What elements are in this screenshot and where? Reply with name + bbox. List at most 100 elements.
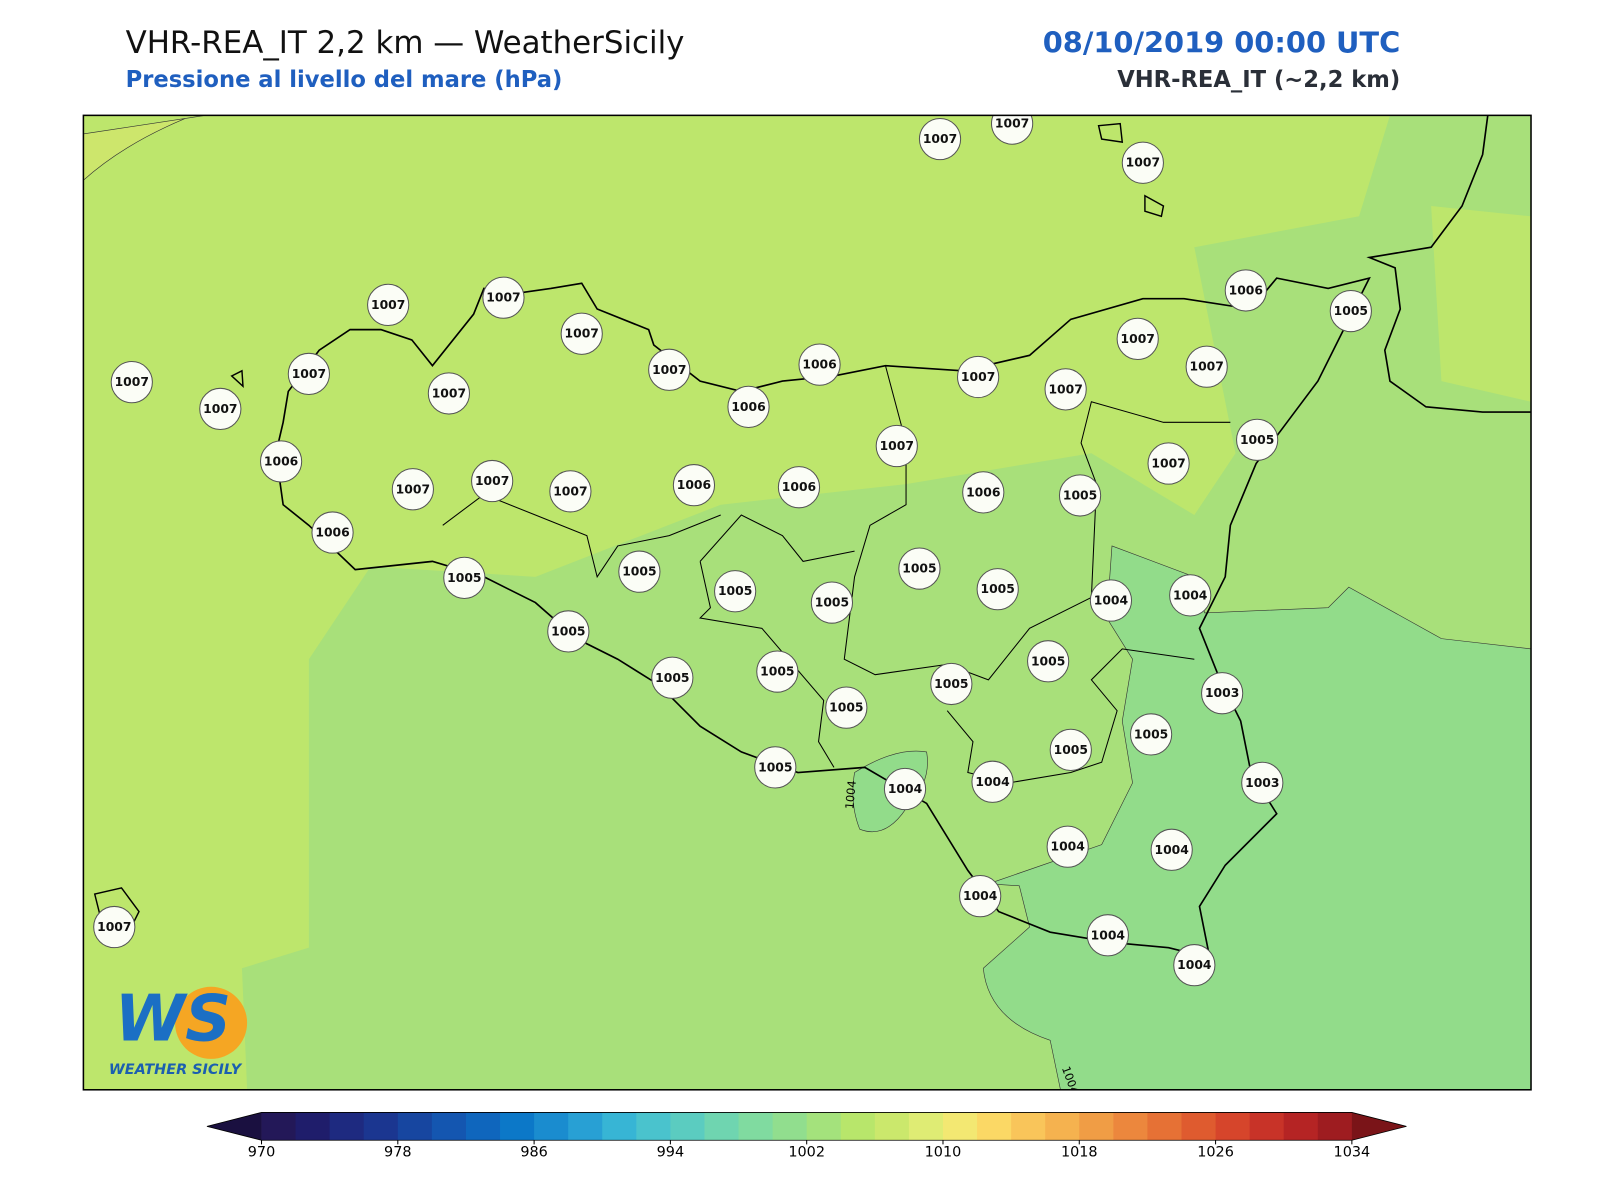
colorbar-extend: [1351, 1112, 1407, 1141]
logo-sun: [175, 986, 248, 1059]
colorbar-segment: [465, 1112, 501, 1141]
station-value: 1004: [1177, 958, 1212, 972]
station-marker: [1044, 368, 1087, 411]
station-marker: [1173, 944, 1216, 987]
station-marker: [810, 581, 854, 624]
colorbar-segment: [977, 1112, 1012, 1141]
station-marker: [1224, 269, 1267, 312]
station-value: 1005: [902, 562, 936, 576]
station-marker: [1121, 141, 1164, 184]
station-marker: [482, 276, 525, 319]
colorbar-segment: [1011, 1112, 1046, 1141]
island: [93, 122, 1165, 934]
colorbar-segment: [1147, 1112, 1183, 1141]
station-value: 1007: [115, 375, 149, 389]
station-marker: [287, 352, 330, 396]
logo-name: WEATHER SICILY: [109, 1062, 243, 1078]
station-marker: [259, 440, 303, 483]
station-marker: [1058, 474, 1102, 517]
colorbar-segment: [704, 1112, 740, 1141]
station-value: 1005: [758, 760, 792, 774]
logo-mark: WS: [115, 982, 231, 1056]
colorbar-tick-label: 978: [384, 1145, 411, 1161]
station-marker: [756, 650, 799, 693]
station-marker: [918, 117, 962, 161]
station-marker: [110, 361, 153, 404]
station-value: 1006: [782, 480, 816, 494]
station-value: 1005: [981, 582, 1015, 596]
station-value: 1005: [447, 571, 481, 585]
station-marker: [777, 466, 821, 509]
map-frame: [82, 114, 1532, 1091]
station-value: 1004: [1155, 843, 1190, 857]
station-value: 1005: [655, 671, 689, 685]
station-value: 1007: [923, 132, 957, 146]
colorbar-segment: [568, 1112, 603, 1141]
field: [83, 115, 206, 181]
station-marker: [1129, 713, 1173, 756]
colorbar-tick-label: 1010: [925, 1145, 962, 1161]
station-marker: [962, 471, 1005, 514]
station-marker: [549, 470, 592, 513]
colorbar-segment: [636, 1112, 671, 1141]
station-value: 1007: [1048, 382, 1082, 396]
station-value: 1007: [961, 370, 995, 384]
station-marker: [1329, 289, 1372, 333]
station-marker: [1236, 418, 1279, 461]
station-marker: [990, 115, 1034, 145]
colorbar-segment: [329, 1112, 365, 1141]
station-value: 1005: [1240, 433, 1274, 447]
station-marker: [727, 385, 770, 428]
colorbar-tick-label: 1002: [788, 1145, 825, 1161]
colorbar-extend: [206, 1112, 262, 1141]
colorbar-segment: [1317, 1112, 1353, 1141]
station-value: 1007: [475, 474, 509, 488]
station-value: 1006: [802, 358, 836, 372]
station-value: 1004: [1091, 928, 1126, 942]
station-value: 1005: [1054, 743, 1088, 757]
station-value: 1004: [963, 889, 998, 903]
station-value: 1005: [622, 565, 656, 579]
station-value: 1005: [829, 701, 863, 715]
colorbar-tick-label: 994: [657, 1145, 684, 1161]
station-value: 1007: [1190, 360, 1224, 374]
station-value: 1007: [486, 291, 520, 305]
station-value: 1007: [652, 363, 686, 377]
station-value: 1005: [815, 596, 849, 610]
station-marker: [1046, 825, 1089, 868]
station-marker: [672, 464, 716, 507]
station-marker: [898, 547, 941, 590]
station-marker: [930, 662, 973, 706]
station-value: 1005: [1334, 304, 1368, 318]
station-value: 1007: [565, 327, 599, 341]
station-marker: [311, 511, 354, 554]
colorbar-segment: [874, 1112, 910, 1141]
station-marker: [1089, 579, 1133, 622]
station-marker: [1150, 828, 1193, 871]
station-value: 1004: [1094, 594, 1129, 608]
colorbar-segment: [397, 1112, 433, 1141]
map: 1004 1004 1007 1007 1007 1006 1005 1007 1007 10…: [83, 115, 1532, 1090]
station-value: 1007: [292, 367, 326, 381]
station-marker: [427, 372, 471, 415]
station-marker: [443, 556, 486, 599]
colorbar-segment: [534, 1112, 569, 1141]
station-marker: [754, 746, 797, 789]
station-marker: [199, 387, 242, 431]
station-value: 1007: [880, 439, 914, 453]
station-marker: [560, 312, 603, 355]
station-marker: [648, 348, 691, 391]
colorbar-segment: [1113, 1112, 1148, 1141]
station-marker: [825, 686, 868, 729]
model: VHR-REA_IT (~2,2 km): [1117, 67, 1400, 93]
station-marker: [798, 343, 841, 386]
station-value: 1007: [1121, 332, 1155, 346]
colorbar-segment: [363, 1112, 399, 1141]
station-marker: [1185, 345, 1228, 388]
station-marker: [1086, 914, 1129, 957]
colorbar-tick-label: 986: [520, 1145, 547, 1161]
colorbar-segment: [908, 1112, 944, 1141]
colorbar-segment: [261, 1112, 297, 1141]
station-value: 1003: [1205, 686, 1239, 700]
